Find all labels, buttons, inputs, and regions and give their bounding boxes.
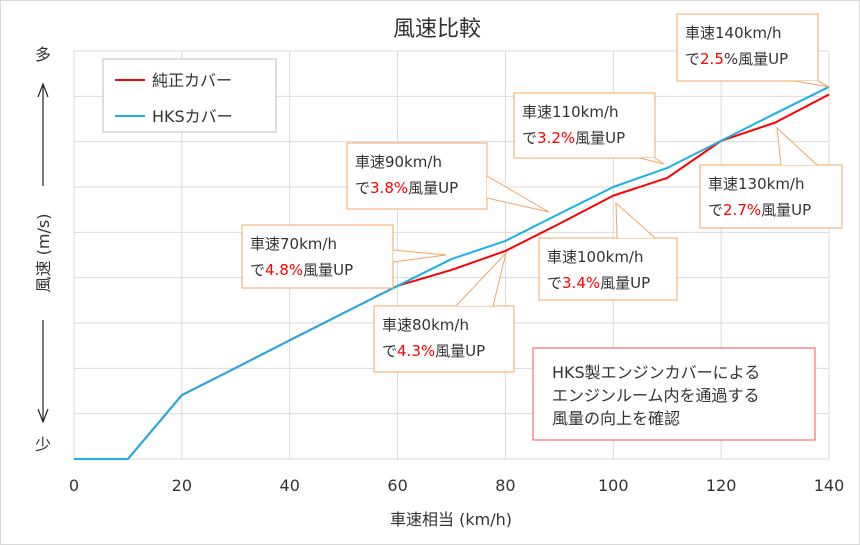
y-axis-label: 風速 (m/s) xyxy=(34,214,53,293)
callout-line-1: 車速70km/h xyxy=(250,235,337,253)
callout-value: 3.2% xyxy=(537,129,575,147)
x-tick-label: 0 xyxy=(69,476,79,495)
callout-value: 3.8% xyxy=(370,179,408,197)
callout-130: 車速130km/h で2.7%風量UP xyxy=(699,126,843,229)
callout-line-2: で3.2%風量UP xyxy=(522,129,625,147)
callout-prefix: で xyxy=(522,129,537,147)
callout-line-1: 車速130km/h xyxy=(708,175,805,193)
note-line-2: エンジンルーム内を通過する xyxy=(552,386,760,405)
callout-line-1: 車速90km/h xyxy=(355,153,442,171)
note-box: HKS製エンジンカバーによる エンジンルーム内を通過する 風量の向上を確認 xyxy=(532,347,816,441)
callout-suffix: 風量UP xyxy=(600,274,650,292)
callout-prefix: で xyxy=(547,274,562,292)
callout-prefix: で xyxy=(250,261,265,279)
callout-value: 4.8% xyxy=(265,261,303,279)
callout-line-2: で2.5%風量UP xyxy=(685,50,788,68)
legend-label-hks: HKSカバー xyxy=(152,107,233,126)
x-tick-label: 80 xyxy=(495,476,515,495)
callout-line-2: で3.8%風量UP xyxy=(355,179,458,197)
legend-label-stock: 純正カバー xyxy=(152,71,232,90)
callout-line-1: 車速110km/h xyxy=(522,103,619,121)
callout-line-1: 車速80km/h xyxy=(382,316,469,334)
note-line-1: HKS製エンジンカバーによる xyxy=(552,363,760,382)
callout-suffix: 風量UP xyxy=(435,342,485,360)
callout-prefix: で xyxy=(355,179,370,197)
callout-value: 2.5 xyxy=(700,50,724,68)
callout-prefix: で xyxy=(685,50,700,68)
callout-prefix: で xyxy=(382,342,397,360)
callout-70: 車速70km/h で4.8%風量UP xyxy=(241,224,447,289)
x-axis-ticks: 0 20 40 60 80 100 120 140 xyxy=(69,476,844,495)
x-axis-label: 車速相当 (km/h) xyxy=(390,510,512,529)
callout-suffix: 風量UP xyxy=(303,261,353,279)
chart-title: 風速比較 xyxy=(393,17,481,42)
up-arrow-icon xyxy=(37,82,49,186)
callout-value: 4.3% xyxy=(397,342,435,360)
callout-suffix: 風量UP xyxy=(408,179,458,197)
callout-line-2: で3.4%風量UP xyxy=(547,274,650,292)
x-tick-label: 120 xyxy=(706,476,737,495)
down-arrow-icon xyxy=(37,320,49,424)
x-tick-label: 40 xyxy=(280,476,300,495)
callout-100: 車速100km/h で3.4%風量UP xyxy=(538,201,678,301)
note-line-3: 風量の向上を確認 xyxy=(552,409,680,428)
callout-line-2: で4.8%風量UP xyxy=(250,261,353,279)
callout-suffix: %風量UP xyxy=(724,50,788,68)
series-lines xyxy=(73,85,830,460)
x-tick-label: 100 xyxy=(598,476,629,495)
callout-prefix: で xyxy=(708,201,723,219)
callout-140: 車速140km/h で2.5%風量UP xyxy=(676,13,830,88)
callout-90: 車速90km/h で3.8%風量UP xyxy=(346,142,550,213)
x-tick-label: 60 xyxy=(387,476,407,495)
callout-suffix: 風量UP xyxy=(761,201,811,219)
x-tick-label: 20 xyxy=(172,476,192,495)
callout-value: 2.7% xyxy=(723,201,761,219)
callout-value: 3.4% xyxy=(562,274,600,292)
y-top-label: 多 xyxy=(35,45,51,64)
callout-80: 車速80km/h で4.3%風量UP xyxy=(373,251,515,373)
callout-line-2: で2.7%風量UP xyxy=(708,201,811,219)
callout-110: 車速110km/h で3.2%風量UP xyxy=(513,92,665,165)
callout-line-1: 車速140km/h xyxy=(685,24,782,42)
callouts: 車速70km/hで4.8%風量UP車速80km/hで4.3%風量UP車速90km… xyxy=(241,13,843,373)
callout-line-1: 車速100km/h xyxy=(547,248,644,266)
y-bottom-label: 少 xyxy=(35,435,51,454)
callout-line-2: で4.3%風量UP xyxy=(382,342,485,360)
x-tick-label: 140 xyxy=(814,476,845,495)
legend: 純正カバー HKSカバー xyxy=(102,58,277,133)
callout-suffix: 風量UP xyxy=(575,129,625,147)
